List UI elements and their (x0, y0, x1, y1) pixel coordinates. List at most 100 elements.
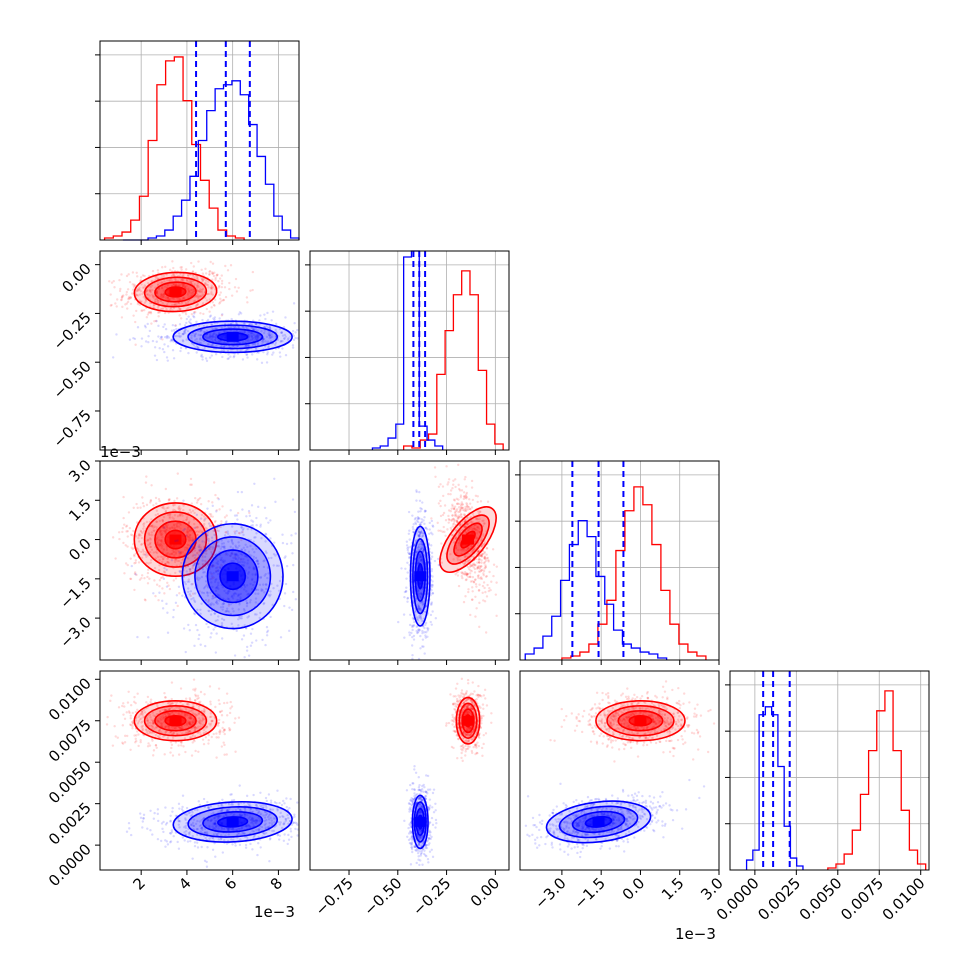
scatter-point (466, 522, 470, 526)
scatter-point (191, 509, 195, 513)
scatter-point (422, 532, 425, 535)
scatter-point (208, 269, 212, 273)
scatter-point (236, 558, 239, 562)
pair-panel-2-1 (309, 460, 510, 661)
scatter-point (204, 517, 208, 520)
scatter-point (126, 530, 129, 533)
scatter-point (209, 591, 212, 594)
scatter-point (245, 515, 248, 518)
scatter-point (201, 709, 204, 713)
scatter-point (139, 534, 142, 537)
scatter-point (169, 703, 172, 706)
scatter-point (128, 295, 131, 299)
scatter-point (419, 616, 422, 619)
scatter-point (200, 547, 203, 551)
scatter-point (222, 298, 225, 302)
scatter-point (187, 296, 190, 299)
scatter-point (216, 570, 219, 573)
scatter-point (251, 337, 255, 340)
scatter-point (179, 335, 183, 338)
scatter-point (208, 609, 211, 613)
scatter-point (155, 551, 159, 555)
scatter-point (417, 544, 421, 547)
scatter-point (265, 587, 268, 591)
scatter-point (419, 607, 422, 610)
scatter-point (109, 293, 112, 296)
scatter-point (475, 585, 478, 588)
scatter-point (188, 570, 192, 573)
scatter-point (215, 632, 218, 635)
scatter-point (148, 542, 152, 546)
scatter-point (206, 342, 210, 346)
scatter-point (168, 708, 171, 711)
scatter-point (197, 712, 201, 715)
scatter-point (152, 296, 155, 299)
scatter-point (242, 341, 245, 344)
scatter-point (122, 495, 125, 499)
scatter-point (232, 592, 236, 596)
scatter-point (233, 341, 236, 345)
scatter-point (208, 270, 211, 274)
scatter-point (264, 339, 267, 343)
scatter-point (167, 702, 170, 705)
scatter-point (458, 487, 461, 491)
scatter-point (195, 295, 198, 298)
scatter-point (185, 534, 188, 537)
scatter-point (243, 548, 247, 552)
scatter-point (484, 590, 487, 594)
scatter-point (230, 552, 233, 556)
scatter-point (193, 334, 196, 337)
scatter-point (148, 294, 152, 297)
scatter-point (424, 636, 427, 639)
scatter-point (277, 589, 281, 592)
scatter-point (480, 555, 484, 558)
scatter-point (174, 727, 177, 730)
scatter-point (267, 332, 270, 336)
scatter-point (160, 533, 164, 537)
scatter-point (220, 326, 223, 330)
scatter-point (211, 585, 214, 589)
scatter-point (187, 730, 190, 733)
scatter-point (188, 568, 192, 572)
scatter-point (166, 345, 170, 348)
scatter-point (188, 538, 191, 542)
scatter-point (472, 580, 476, 584)
scatter-point (158, 311, 162, 314)
scatter-point (157, 497, 161, 501)
scatter-point (232, 559, 235, 563)
scatter-point (281, 339, 284, 343)
scatter-point (429, 620, 432, 624)
scatter-point (151, 724, 154, 728)
scatter-point (133, 562, 136, 565)
scatter-point (202, 278, 205, 282)
scatter-point (214, 705, 217, 709)
scatter-point (220, 279, 224, 283)
scatter-point (199, 311, 202, 315)
scatter-point (166, 724, 169, 728)
scatter-point (418, 556, 421, 559)
scatter-point (199, 354, 203, 358)
scatter-point (168, 527, 172, 531)
scatter-point (259, 314, 262, 317)
scatter-point (461, 506, 464, 510)
scatter-point (178, 522, 182, 525)
scatter-point (117, 706, 121, 709)
scatter-point (424, 621, 428, 625)
scatter-point (147, 568, 150, 572)
scatter-point (147, 341, 150, 344)
scatter-point (140, 556, 144, 560)
scatter-point (419, 531, 423, 534)
scatter-point (222, 730, 225, 733)
scatter-point (189, 533, 192, 537)
scatter-point (196, 499, 199, 502)
scatter-point (134, 719, 138, 722)
scatter-point (426, 629, 430, 632)
scatter-point (234, 557, 238, 560)
scatter-point (143, 274, 146, 278)
scatter-point (256, 335, 260, 339)
scatter-point (212, 732, 215, 736)
scatter-point (159, 540, 163, 543)
scatter-point (193, 546, 196, 550)
scatter-point (164, 731, 167, 734)
scatter-point (291, 329, 295, 333)
